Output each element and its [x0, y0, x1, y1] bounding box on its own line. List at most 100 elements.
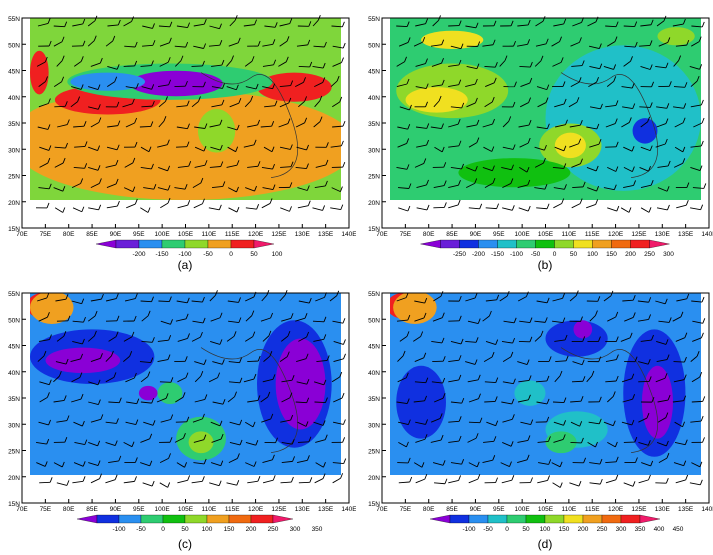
- wind-barb: [229, 208, 237, 212]
- lon-label: 105E: [178, 506, 194, 513]
- wind-barb: [469, 208, 480, 209]
- lon-label: 90E: [470, 506, 482, 513]
- wind-barb: [590, 483, 601, 484]
- colorbar-swatch: [498, 240, 517, 248]
- lon-label: 110E: [562, 506, 577, 513]
- colorbar-swatch: [141, 515, 163, 523]
- lon-label: 70E: [376, 506, 388, 513]
- contour-region: [573, 320, 592, 338]
- wind-barb: [417, 208, 427, 210]
- colorbar-label: 150: [559, 526, 570, 533]
- wind-barb: [91, 479, 100, 483]
- colorbar-label: 50: [570, 251, 578, 258]
- colorbar-swatch: [97, 515, 119, 523]
- wind-barb: [298, 206, 308, 208]
- wind-barb: [57, 483, 67, 486]
- lat-label: 45N: [8, 69, 20, 76]
- colorbar-label: 250: [268, 526, 279, 533]
- wind-barb: [299, 66, 310, 67]
- wind-barb: [105, 480, 115, 483]
- wind-barb: [315, 479, 323, 483]
- colorbar-swatch: [441, 240, 460, 248]
- contour-region: [657, 27, 694, 45]
- contour-region: [189, 431, 214, 453]
- wind-barb: [314, 402, 325, 403]
- colorbar-swatch: [208, 240, 231, 248]
- lat-label: 45N: [368, 69, 380, 76]
- wind-barb: [624, 26, 635, 27]
- wind-barb: [73, 208, 82, 212]
- colorbar-swatch: [602, 515, 621, 523]
- lon-label: 135E: [318, 231, 334, 238]
- lon-label: 110E: [562, 231, 577, 238]
- colorbar-swatch: [450, 515, 469, 523]
- wind-barb: [553, 402, 564, 403]
- lat-label: 35N: [368, 121, 380, 128]
- wind-barb: [519, 208, 529, 211]
- lon-label: 105E: [178, 231, 194, 238]
- colorbar-swatch: [139, 240, 162, 248]
- colorbar-label: 50: [250, 251, 258, 258]
- lat-label: 40N: [8, 95, 20, 102]
- lon-label: 135E: [678, 231, 694, 238]
- wind-barb: [126, 204, 135, 208]
- colorbar-label: 300: [290, 526, 301, 533]
- colorbar-swatch: [185, 515, 207, 523]
- colorbar-high-arrow: [254, 240, 274, 248]
- wind-barb: [641, 208, 649, 213]
- wind-barb: [537, 480, 547, 482]
- lon-label: 75E: [40, 506, 52, 513]
- lon-label: 85E: [86, 231, 98, 238]
- wind-barb: [160, 483, 168, 488]
- colorbar-high-arrow: [640, 515, 660, 523]
- colorbar-label: -250: [453, 251, 466, 258]
- lon-label: 85E: [446, 506, 458, 513]
- colorbar-swatch: [460, 240, 479, 248]
- lon-label: 80E: [63, 506, 75, 513]
- lon-label: 75E: [40, 231, 52, 238]
- colorbar-label: -50: [531, 251, 541, 258]
- lon-label: 80E: [63, 231, 75, 238]
- wind-barb: [178, 205, 188, 208]
- colorbar-swatch: [526, 515, 545, 523]
- panel-label: (d): [525, 537, 565, 551]
- wind-barb: [281, 482, 292, 483]
- wind-barb: [572, 381, 583, 382]
- colorbar-low-arrow: [430, 515, 450, 523]
- wind-barb: [313, 321, 324, 322]
- colorbar-label: 0: [161, 526, 165, 533]
- wind-barb: [333, 478, 341, 483]
- colorbar-swatch: [469, 515, 488, 523]
- lon-label: 105E: [538, 506, 554, 513]
- lat-label: 20N: [368, 475, 380, 482]
- colorbar-label: 300: [663, 251, 674, 258]
- lon-label: 140E: [341, 231, 356, 238]
- lat-label: 30N: [368, 147, 380, 154]
- lon-label: 130E: [295, 231, 311, 238]
- colorbar-swatch: [517, 240, 536, 248]
- lat-label: 55N: [368, 291, 380, 298]
- wind-barb: [676, 205, 686, 208]
- wind-barb: [247, 481, 258, 483]
- wind-barb: [570, 442, 581, 443]
- wind-barb: [484, 401, 495, 402]
- wind-barb: [247, 361, 258, 362]
- colorbar-swatch: [583, 515, 602, 523]
- colorbar-label: 100: [272, 251, 283, 258]
- contour-region: [396, 366, 446, 439]
- colorbar-swatch: [231, 240, 254, 248]
- colorbar-swatch: [185, 240, 208, 248]
- wind-barb: [194, 204, 203, 208]
- contour-fill: [27, 291, 341, 475]
- colorbar-swatch: [593, 240, 612, 248]
- colorbar-swatch: [116, 240, 139, 248]
- colorbar-swatch: [229, 515, 251, 523]
- lat-label: 20N: [368, 200, 380, 207]
- lon-label: 95E: [493, 506, 505, 513]
- lat-label: 45N: [368, 344, 380, 351]
- wind-barb: [606, 480, 616, 483]
- wind-barb: [398, 208, 408, 211]
